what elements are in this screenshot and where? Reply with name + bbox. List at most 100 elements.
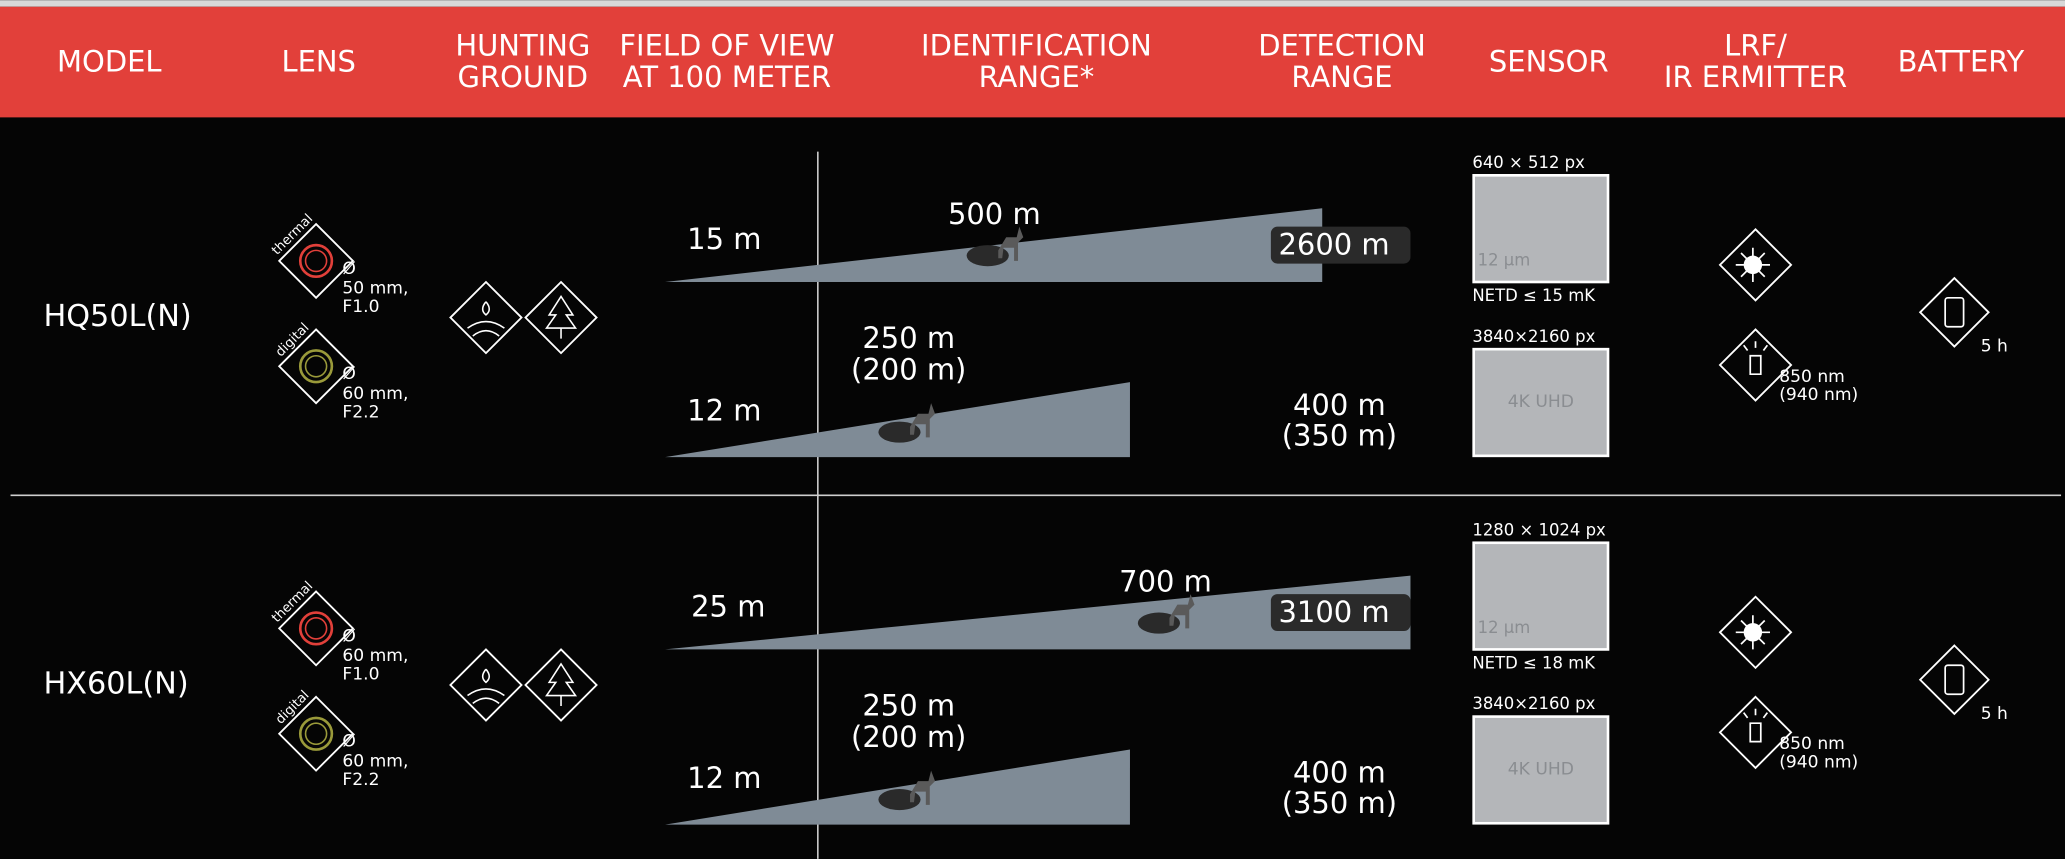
- header-label: FIELD OF VIEW: [619, 29, 834, 63]
- lens-symbol: Ø: [342, 259, 355, 279]
- ir-wavelength: (940 nm): [1779, 385, 1858, 405]
- header-label: LRF/: [1724, 29, 1787, 63]
- lens-ring: [298, 716, 334, 751]
- ir-glyph: [1742, 708, 1769, 743]
- lens-ring-inner: [304, 249, 328, 273]
- deer-silhouette: [910, 403, 936, 438]
- thermal-sensor: [1472, 174, 1610, 284]
- field-glyph: [467, 668, 505, 705]
- detection-range: 400 m: [1293, 388, 1386, 422]
- header-label: IDENTIFICATION: [921, 29, 1152, 63]
- fov-value: 12 m: [687, 761, 761, 795]
- header-bar: [0, 6, 2065, 118]
- lens-symbol: Ø: [342, 732, 355, 752]
- model-name: HQ50L(N): [43, 299, 191, 334]
- fov-value: 12 m: [687, 393, 761, 427]
- header-label: RANGE*: [979, 60, 1095, 94]
- hunting-icon: [524, 280, 598, 355]
- digital-sensor: [1472, 347, 1610, 458]
- lens-icon: [277, 695, 355, 772]
- sensor-resolution: 640 × 512 px: [1472, 153, 1585, 172]
- deer-silhouette: [910, 770, 936, 805]
- deer-silhouette: [1169, 594, 1195, 629]
- top-stripe: [0, 0, 2065, 7]
- detection-badge: [1270, 226, 1411, 264]
- detection-range: 400 m: [1293, 756, 1386, 790]
- detection-range: (350 m): [1282, 418, 1397, 452]
- battery-glyph: [1944, 296, 1965, 328]
- header-label: AT 100 METER: [623, 60, 831, 94]
- ir-glyph: [1742, 341, 1769, 376]
- fov-value: 25 m: [691, 590, 765, 624]
- lens-spec: 50 mm,: [342, 279, 408, 299]
- ir-wavelength: 850 nm: [1779, 734, 1845, 754]
- detection-range: 3100 m: [1279, 595, 1390, 629]
- hunting-icon: [524, 648, 598, 722]
- header-label: GROUND: [458, 60, 589, 94]
- lens-ring: [298, 243, 334, 279]
- thermal-range-wedge: [665, 575, 1411, 650]
- fov-value: 15 m: [687, 222, 761, 256]
- identification-range: (200 m): [851, 353, 966, 387]
- sensor-pitch: 12 µm: [1478, 250, 1531, 269]
- header-label: SENSOR: [1489, 44, 1609, 78]
- identification-range: 250 m: [862, 321, 955, 355]
- hunting-icon: [449, 280, 523, 355]
- lrf-rays: [1735, 247, 1771, 283]
- detection-range: (350 m): [1282, 786, 1397, 820]
- lens-icon: [277, 222, 355, 300]
- identification-range: 500 m: [948, 197, 1041, 231]
- header-label: IR ERMITTER: [1664, 60, 1847, 94]
- header-label: RANGE: [1291, 60, 1392, 94]
- identification-range: (200 m): [851, 720, 966, 754]
- ir-wavelength: 850 nm: [1779, 367, 1845, 387]
- battery-glyph: [1944, 664, 1965, 696]
- ir-wavelength: (940 nm): [1779, 753, 1858, 773]
- lens-ring-inner: [304, 354, 328, 378]
- lrf-icon: [1718, 595, 1793, 670]
- battery-life: 5 h: [1981, 337, 2008, 357]
- lens-spec: 60 mm,: [342, 384, 408, 404]
- lens-spec: F1.0: [342, 297, 379, 317]
- lens-spec: 60 mm,: [342, 751, 408, 771]
- forest-glyph: [545, 295, 578, 339]
- header-label: BATTERY: [1898, 44, 2025, 78]
- lrf-icon: [1718, 228, 1793, 302]
- ir-icon: [1718, 328, 1793, 402]
- field-glyph: [467, 301, 505, 337]
- lens-ring: [298, 349, 334, 384]
- thermal-range-wedge: [665, 208, 1323, 282]
- lrf-rays: [1735, 615, 1771, 650]
- model-name: HX60L(N): [43, 666, 188, 701]
- ir-icon: [1718, 695, 1793, 770]
- sensor-netd: NETD ≤ 15 mK: [1472, 286, 1596, 305]
- header-label: DETECTION: [1258, 29, 1426, 63]
- sensor-label: 4K UHD: [1508, 759, 1574, 779]
- forest-glyph: [545, 662, 578, 707]
- lens-icon: [277, 328, 355, 405]
- identification-range: 700 m: [1119, 565, 1212, 599]
- deer-silhouette: [998, 226, 1024, 261]
- hunting-icon: [449, 648, 523, 722]
- lens-symbol: Ø: [342, 626, 355, 646]
- lens-spec: 60 mm,: [342, 646, 408, 666]
- lens-ring-inner: [304, 617, 328, 640]
- lens-icon: [277, 590, 355, 667]
- sensor-resolution: 3840×2160 px: [1472, 694, 1595, 713]
- detection-range: 2600 m: [1279, 227, 1390, 261]
- battery-icon: [1918, 644, 1990, 716]
- header-label: HUNTING: [455, 29, 590, 63]
- sensor-resolution: 3840×2160 px: [1472, 327, 1595, 346]
- sensor-pitch: 12 µm: [1478, 618, 1531, 637]
- thermal-sensor: [1472, 541, 1610, 651]
- identification-range: 250 m: [862, 688, 955, 722]
- lens-ring-inner: [304, 722, 328, 746]
- detection-badge: [1270, 594, 1411, 631]
- battery-life: 5 h: [1981, 704, 2008, 724]
- header-label: LENS: [281, 44, 356, 78]
- sensor-resolution: 1280 × 1024 px: [1472, 520, 1606, 539]
- lens-spec: F2.2: [342, 770, 379, 790]
- lens-spec: F2.2: [342, 402, 379, 422]
- lens-symbol: Ø: [342, 364, 355, 384]
